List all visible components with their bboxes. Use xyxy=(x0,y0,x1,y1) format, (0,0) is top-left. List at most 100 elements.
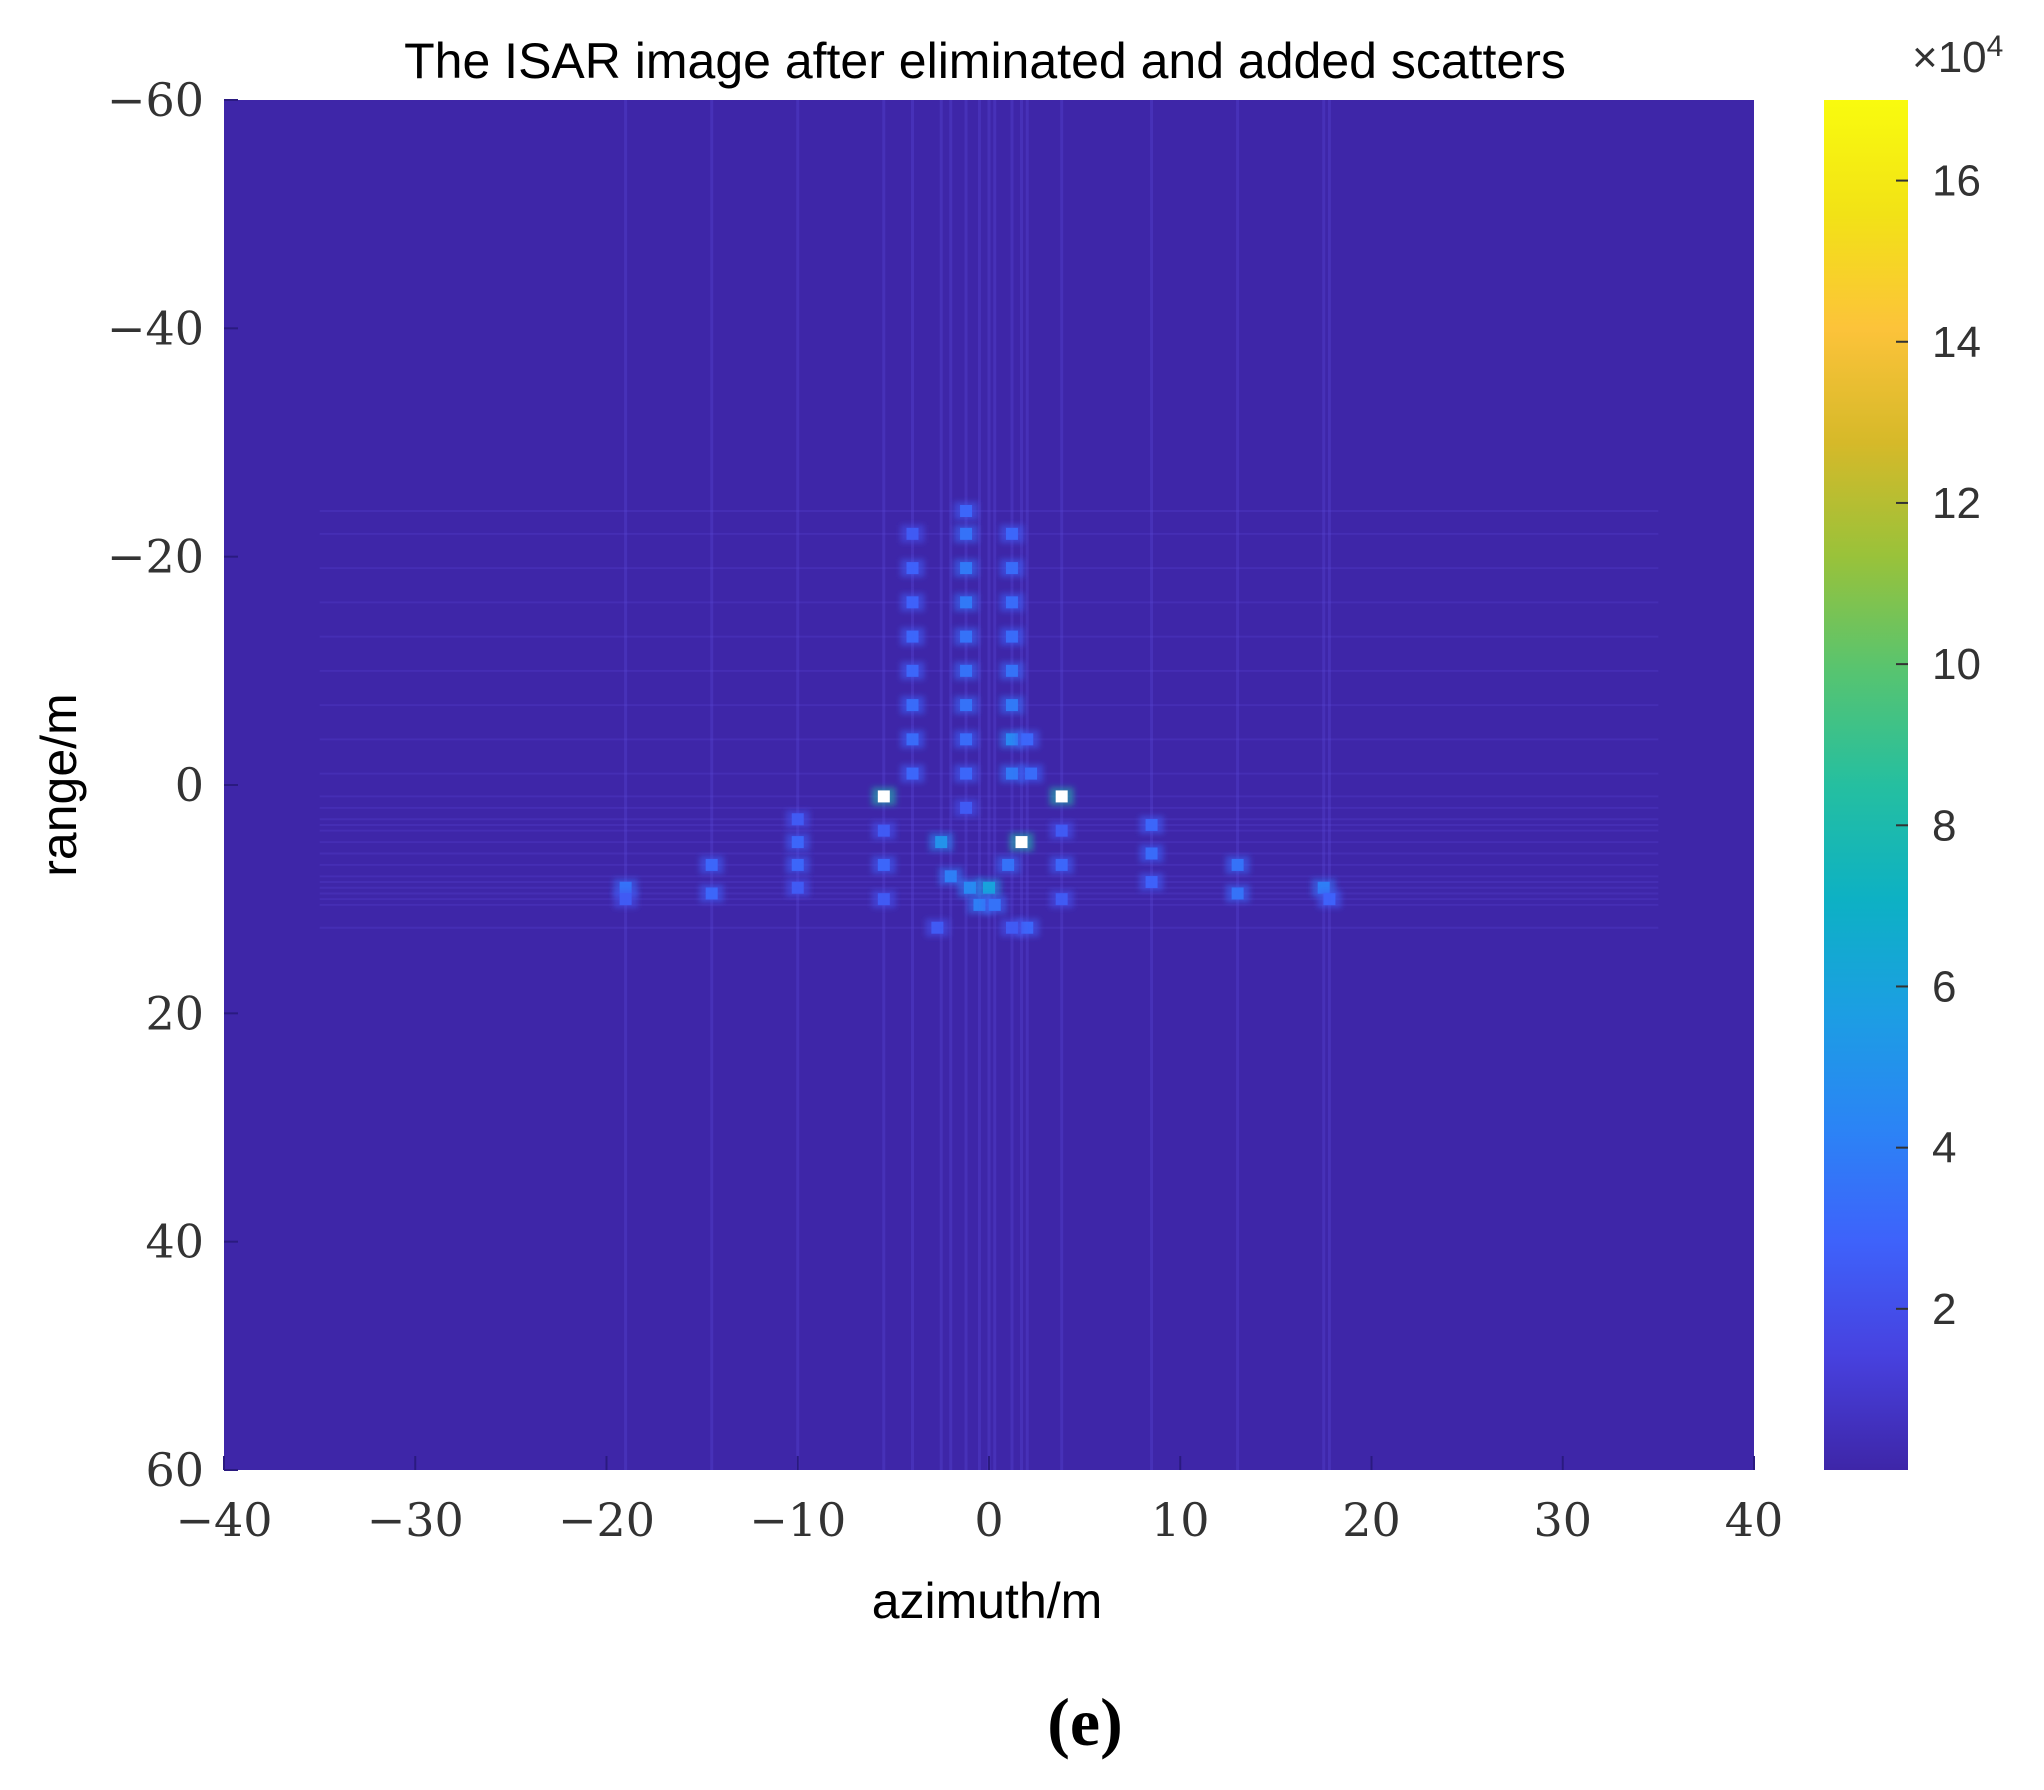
scatterer-point xyxy=(960,505,973,517)
scatterer-point xyxy=(960,664,973,677)
colorbar-tick-labels: 2 4 6 8 10 12 14 16 xyxy=(1932,157,1981,1334)
scatterer-point xyxy=(791,858,804,871)
scatterer-point xyxy=(1005,921,1018,934)
colorbar-tick-label: 8 xyxy=(1932,801,1956,850)
scatterer-point xyxy=(1005,562,1018,575)
x-tick-label: 10 xyxy=(1151,1493,1210,1547)
y-tick-labels: −60 −40 −20 0 20 40 60 xyxy=(107,73,204,1497)
y-tick-label: 20 xyxy=(145,986,204,1040)
scatterer-point xyxy=(1005,733,1018,746)
scatterer-point xyxy=(877,858,890,871)
scatterer-point xyxy=(960,801,973,814)
scatterer-point xyxy=(1005,664,1018,677)
colorbar-tick-label: 16 xyxy=(1932,157,1981,206)
scatterer-point xyxy=(988,898,1001,911)
sidelobe-streaks xyxy=(319,100,1659,1470)
colorbar-tick-label: 2 xyxy=(1932,1285,1956,1334)
y-tick-label: −40 xyxy=(107,301,204,355)
y-tick-label: 0 xyxy=(175,758,204,812)
scatterer-point xyxy=(1005,699,1018,712)
scatterer-point xyxy=(1002,858,1015,871)
y-tick-label: 60 xyxy=(145,1443,204,1497)
y-tick-label: −60 xyxy=(107,73,204,127)
scatterer-point xyxy=(1005,630,1018,643)
colorbar-tick-marks xyxy=(1896,179,1908,1310)
scatterer-point xyxy=(960,562,973,575)
colorbar-multiplier-base: ×10 xyxy=(1912,33,1987,82)
scatterer-point xyxy=(906,630,919,643)
scatterer-point xyxy=(791,881,804,894)
axis-tick-marks xyxy=(223,99,1755,1471)
x-tick-label: 30 xyxy=(1533,1493,1592,1547)
x-axis-label: azimuth/m xyxy=(872,1573,1103,1629)
scatterer-point xyxy=(960,630,973,643)
scatterer-point xyxy=(906,664,919,677)
x-tick-labels: −40 −30 −20 −10 0 10 20 30 40 xyxy=(175,1493,1783,1547)
scatterer-point xyxy=(619,893,632,906)
y-tick-label: −20 xyxy=(107,530,204,584)
scatterer-point xyxy=(906,596,919,609)
x-tick-label: 20 xyxy=(1342,1493,1401,1547)
x-tick-label: −20 xyxy=(558,1493,655,1547)
colorbar-tick-label: 12 xyxy=(1932,479,1981,528)
colorbar-tick-label: 14 xyxy=(1932,318,1981,367)
scatterer-point xyxy=(983,881,995,894)
x-tick-label: 0 xyxy=(974,1493,1003,1547)
scatterer-point xyxy=(1231,887,1244,900)
scatterer-point xyxy=(935,836,948,849)
colorbar-multiplier-exponent: 4 xyxy=(1987,30,2004,63)
x-tick-label: −10 xyxy=(749,1493,846,1547)
panel-label: (e) xyxy=(1047,1684,1122,1760)
chart-title: The ISAR image after eliminated and adde… xyxy=(404,33,1566,89)
scatterer-point xyxy=(963,881,976,894)
scatterer-point xyxy=(791,836,804,849)
scatterer-point xyxy=(1005,527,1018,540)
x-tick-label: 40 xyxy=(1725,1493,1784,1547)
scatterer-point xyxy=(906,527,919,540)
scatterer-point xyxy=(960,596,973,609)
scatterer-point xyxy=(1005,596,1018,609)
colorbar-multiplier: ×104 xyxy=(1912,30,2003,82)
scatterer-point xyxy=(1015,836,1028,849)
colorbar-tick-label: 4 xyxy=(1932,1124,1956,1173)
scatterer-point xyxy=(1021,921,1034,934)
scatterer-point xyxy=(791,813,804,826)
scatterer-point xyxy=(931,921,944,934)
scatterer-point xyxy=(705,858,718,871)
scatterer-points xyxy=(613,502,1342,937)
colorbar-tick-label: 10 xyxy=(1932,640,1981,689)
scatterer-point xyxy=(1145,818,1158,831)
scatterer-point xyxy=(960,527,973,540)
y-axis-label: range/m xyxy=(31,693,87,876)
scatterer-point xyxy=(960,733,973,746)
scatterer-point xyxy=(1055,858,1068,871)
colorbar xyxy=(1824,100,1908,1470)
scatterer-point xyxy=(877,824,890,837)
scatterer-point xyxy=(1145,847,1158,860)
scatterer-point xyxy=(1323,893,1336,906)
scatterer-point xyxy=(973,898,986,911)
scatterer-point xyxy=(1055,824,1068,837)
scatterer-point xyxy=(1025,767,1038,780)
plot-area xyxy=(224,100,1754,1470)
scatterer-point xyxy=(906,562,919,575)
scatterer-point xyxy=(960,767,973,780)
scatterer-point xyxy=(944,870,957,883)
scatterer-point xyxy=(705,887,718,900)
scatterer-point xyxy=(906,767,919,780)
scatterer-point xyxy=(960,699,973,712)
x-tick-label: −40 xyxy=(175,1493,272,1547)
scatterer-point xyxy=(1005,767,1018,780)
scatterer-point xyxy=(906,699,919,712)
scatterer-point xyxy=(877,893,890,906)
scatterer-point xyxy=(1231,858,1244,871)
scatterer-point xyxy=(1055,893,1068,906)
colorbar-tick-label: 6 xyxy=(1932,962,1956,1011)
scatterer-point xyxy=(1145,876,1158,889)
y-tick-label: 40 xyxy=(145,1215,204,1269)
scatterer-point xyxy=(1055,790,1068,803)
scatterer-point xyxy=(1021,733,1034,746)
x-tick-label: −30 xyxy=(367,1493,464,1547)
scatterer-point xyxy=(906,733,919,746)
